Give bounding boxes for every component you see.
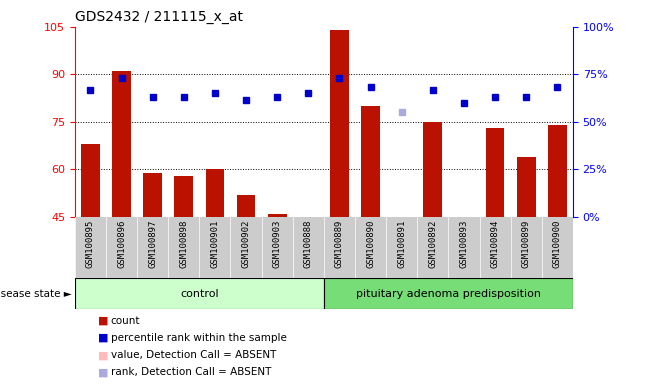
Text: GDS2432 / 211115_x_at: GDS2432 / 211115_x_at	[75, 10, 243, 25]
Text: GSM100889: GSM100889	[335, 220, 344, 268]
Bar	[486, 128, 505, 217]
Text: GSM100898: GSM100898	[179, 220, 188, 268]
Bar	[206, 169, 224, 217]
Text: control: control	[180, 289, 219, 299]
Text: GSM100902: GSM100902	[242, 220, 251, 268]
Bar	[237, 195, 255, 217]
Text: pituitary adenoma predisposition: pituitary adenoma predisposition	[356, 289, 541, 299]
Text: GSM100891: GSM100891	[397, 220, 406, 268]
Bar	[423, 122, 442, 217]
Text: percentile rank within the sample: percentile rank within the sample	[111, 333, 286, 343]
Bar	[361, 106, 380, 217]
Text: GSM100888: GSM100888	[304, 220, 313, 268]
Bar	[324, 278, 573, 309]
Text: GSM100893: GSM100893	[460, 220, 469, 268]
Text: GSM100900: GSM100900	[553, 220, 562, 268]
Text: ■: ■	[98, 316, 108, 326]
Text: GSM100896: GSM100896	[117, 220, 126, 268]
Text: disease state ►: disease state ►	[0, 289, 72, 299]
Text: GSM100899: GSM100899	[521, 220, 531, 268]
Text: value, Detection Call = ABSENT: value, Detection Call = ABSENT	[111, 350, 276, 360]
Text: GSM100897: GSM100897	[148, 220, 157, 268]
Bar	[174, 176, 193, 217]
Text: count: count	[111, 316, 140, 326]
Text: ■: ■	[98, 350, 108, 360]
Bar	[268, 214, 286, 217]
Text: GSM100895: GSM100895	[86, 220, 95, 268]
Bar	[112, 71, 131, 217]
Text: GSM100890: GSM100890	[366, 220, 375, 268]
Bar	[517, 157, 536, 217]
Text: ■: ■	[98, 367, 108, 377]
Bar	[143, 173, 162, 217]
Text: GSM100901: GSM100901	[210, 220, 219, 268]
Text: ■: ■	[98, 333, 108, 343]
Bar	[75, 278, 324, 309]
Text: GSM100903: GSM100903	[273, 220, 282, 268]
Text: GSM100892: GSM100892	[428, 220, 437, 268]
Text: GSM100894: GSM100894	[491, 220, 499, 268]
Bar	[330, 30, 349, 217]
Text: rank, Detection Call = ABSENT: rank, Detection Call = ABSENT	[111, 367, 271, 377]
Bar	[81, 144, 100, 217]
Bar	[548, 125, 566, 217]
